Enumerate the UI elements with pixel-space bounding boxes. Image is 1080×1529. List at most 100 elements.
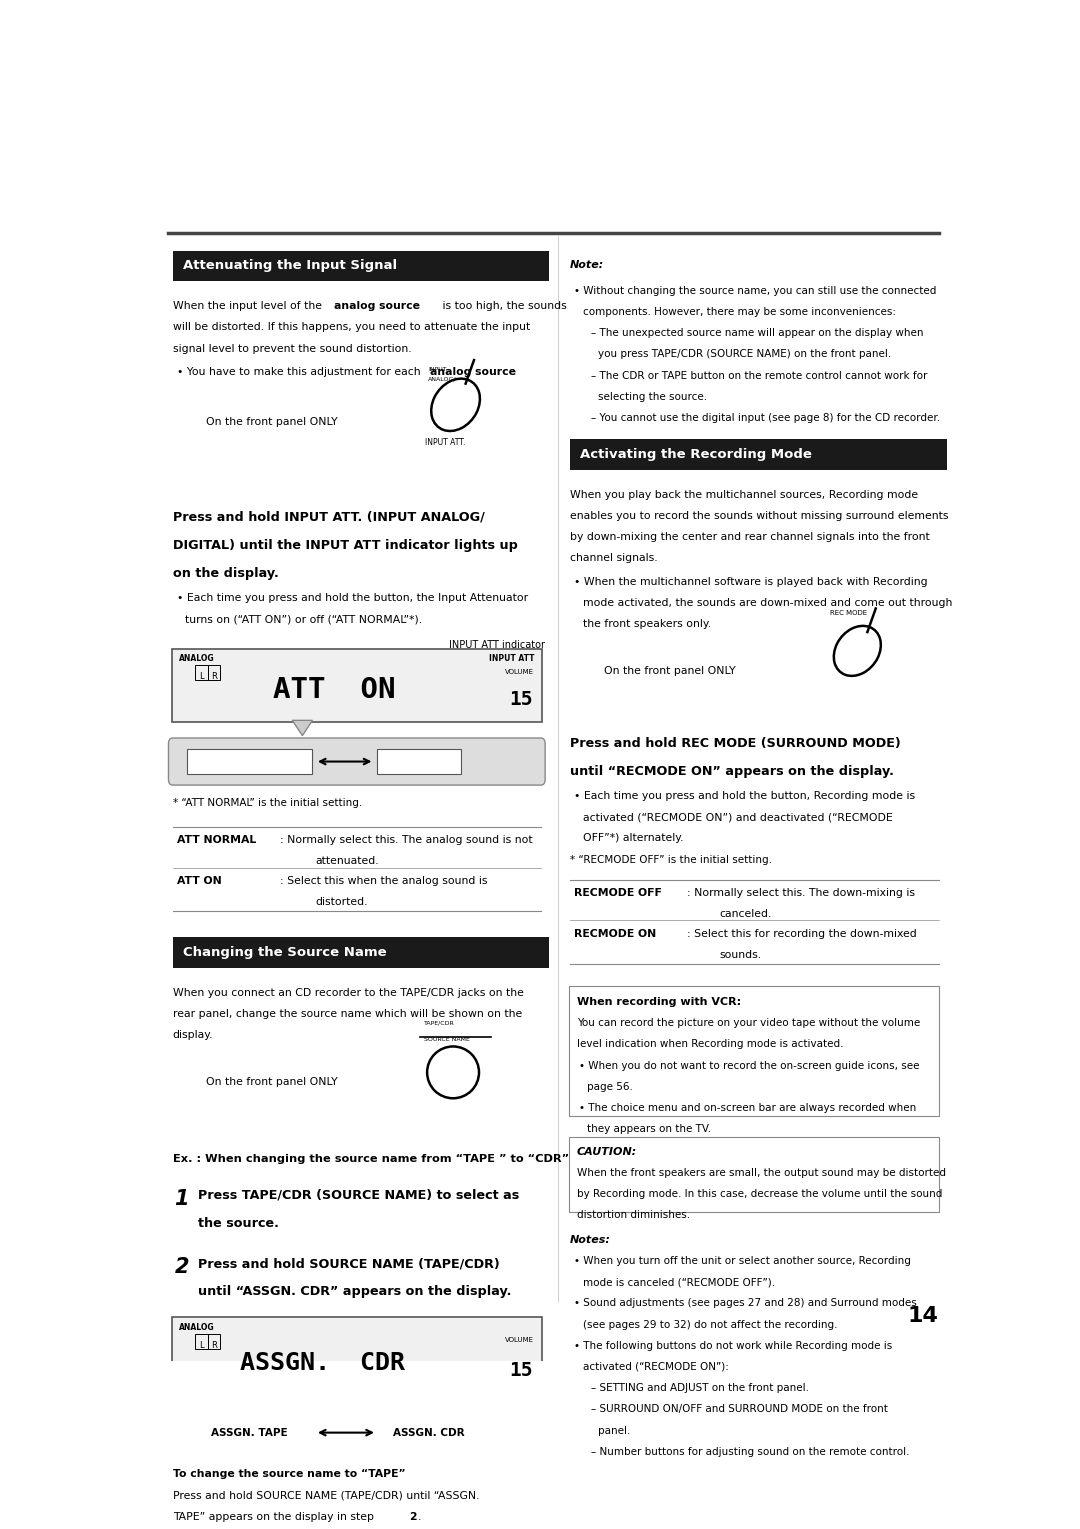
Text: channel signals.: channel signals.: [570, 553, 658, 563]
Text: – SETTING and ADJUST on the front panel.: – SETTING and ADJUST on the front panel.: [591, 1384, 809, 1393]
Text: ATT ON: ATT ON: [177, 876, 221, 885]
Polygon shape: [293, 720, 312, 735]
Text: * “RECMODE OFF” is the initial setting.: * “RECMODE OFF” is the initial setting.: [570, 855, 772, 864]
FancyBboxPatch shape: [379, 1420, 478, 1445]
Text: canceled.: canceled.: [719, 908, 771, 919]
FancyBboxPatch shape: [377, 749, 460, 775]
Text: INPUT ATT.: INPUT ATT.: [426, 437, 465, 446]
FancyBboxPatch shape: [569, 1138, 940, 1212]
Text: * “ATT NORMAL” is the initial setting.: * “ATT NORMAL” is the initial setting.: [173, 798, 362, 807]
Text: will be distorted. If this happens, you need to attenuate the input: will be distorted. If this happens, you …: [173, 323, 530, 332]
Text: .: .: [418, 1512, 421, 1521]
Text: • The following buttons do not work while Recording mode is: • The following buttons do not work whil…: [575, 1341, 893, 1350]
Text: – SURROUND ON/OFF and SURROUND MODE on the front: – SURROUND ON/OFF and SURROUND MODE on t…: [591, 1404, 888, 1414]
Text: • Each time you press and hold the button, the Input Attenuator: • Each time you press and hold the butto…: [177, 593, 528, 604]
Text: Changing the Source Name: Changing the Source Name: [183, 946, 387, 959]
Text: • The choice menu and on-screen bar are always recorded when: • The choice menu and on-screen bar are …: [579, 1102, 916, 1113]
Text: distorted.: distorted.: [315, 898, 367, 907]
Text: When you play back the multichannel sources, Recording mode: When you play back the multichannel sour…: [570, 489, 918, 500]
FancyBboxPatch shape: [172, 648, 542, 722]
Text: REC MODE: REC MODE: [829, 610, 867, 616]
Text: When you connect an CD recorder to the TAPE/CDR jacks on the: When you connect an CD recorder to the T…: [173, 988, 524, 997]
Text: • You have to make this adjustment for each: • You have to make this adjustment for e…: [177, 367, 424, 378]
Text: analog source: analog source: [430, 367, 515, 378]
FancyBboxPatch shape: [187, 1420, 312, 1445]
Text: RECMODE OFF: RECMODE OFF: [575, 887, 662, 898]
Text: mode activated, the sounds are down-mixed and come out through: mode activated, the sounds are down-mixe…: [583, 598, 953, 609]
Text: ANALOG: ANALOG: [179, 1323, 215, 1332]
Text: Note:: Note:: [570, 260, 605, 271]
Text: until “ASSGN. CDR” appears on the display.: until “ASSGN. CDR” appears on the displa…: [198, 1286, 511, 1298]
Text: ANALOG/: ANALOG/: [428, 376, 457, 381]
Text: L: L: [199, 673, 204, 680]
Text: 2: 2: [408, 1512, 416, 1521]
Text: panel.: panel.: [598, 1425, 631, 1436]
Text: attenuated.: attenuated.: [315, 856, 379, 865]
Text: DIGITAL) until the INPUT ATT indicator lights up: DIGITAL) until the INPUT ATT indicator l…: [173, 540, 517, 552]
Text: by Recording mode. In this case, decrease the volume until the sound: by Recording mode. In this case, decreas…: [577, 1190, 943, 1199]
Text: • Sound adjustments (see pages 27 and 28) and Surround modes: • Sound adjustments (see pages 27 and 28…: [575, 1298, 917, 1309]
Text: mode is canceled (“RECMODE OFF”).: mode is canceled (“RECMODE OFF”).: [583, 1277, 775, 1287]
Text: rear panel, change the source name which will be shown on the: rear panel, change the source name which…: [173, 1009, 522, 1018]
Text: On the front panel ONLY: On the front panel ONLY: [206, 416, 338, 427]
Text: TAPE/CDR: TAPE/CDR: [423, 1020, 455, 1026]
Text: activated (“RECMODE ON”) and deactivated (“RECMODE: activated (“RECMODE ON”) and deactivated…: [583, 812, 892, 823]
Text: Press and hold REC MODE (SURROUND MODE): Press and hold REC MODE (SURROUND MODE): [570, 737, 901, 749]
Text: ATT  ON: ATT ON: [273, 676, 395, 703]
Text: To change the source name to “TAPE”: To change the source name to “TAPE”: [173, 1469, 405, 1479]
Text: : Normally select this. The down-mixing is: : Normally select this. The down-mixing …: [688, 887, 916, 898]
Text: enables you to record the sounds without missing surround elements: enables you to record the sounds without…: [570, 511, 948, 521]
Text: the source.: the source.: [198, 1217, 279, 1231]
Text: (see pages 29 to 32) do not affect the recording.: (see pages 29 to 32) do not affect the r…: [583, 1320, 837, 1330]
Text: – Number buttons for adjusting sound on the remote control.: – Number buttons for adjusting sound on …: [591, 1446, 909, 1457]
Text: • When you turn off the unit or select another source, Recording: • When you turn off the unit or select a…: [575, 1255, 912, 1266]
Text: 15: 15: [509, 1361, 532, 1379]
Text: : Select this for recording the down-mixed: : Select this for recording the down-mix…: [688, 928, 917, 939]
Text: When the front speakers are small, the output sound may be distorted: When the front speakers are small, the o…: [577, 1168, 946, 1177]
Text: : Normally select this. The analog sound is not: : Normally select this. The analog sound…: [280, 835, 532, 844]
Text: CAUTION:: CAUTION:: [577, 1147, 637, 1156]
Text: turns on (“ATT ON”) or off (“ATT NORMAL”*).: turns on (“ATT ON”) or off (“ATT NORMAL”…: [186, 615, 422, 624]
FancyBboxPatch shape: [168, 1410, 545, 1456]
Text: 1: 1: [174, 1190, 189, 1209]
Text: You can record the picture on your video tape without the volume: You can record the picture on your video…: [577, 1018, 920, 1027]
Text: When recording with VCR:: When recording with VCR:: [577, 997, 741, 1008]
Text: they appears on the TV.: they appears on the TV.: [588, 1124, 711, 1135]
Text: Attenuating the Input Signal: Attenuating the Input Signal: [183, 260, 396, 272]
Text: selecting the source.: selecting the source.: [598, 391, 707, 402]
Text: is too high, the sounds: is too high, the sounds: [438, 301, 567, 312]
Text: you press TAPE/CDR (SOURCE NAME) on the front panel.: you press TAPE/CDR (SOURCE NAME) on the …: [598, 350, 891, 359]
Text: Press TAPE/CDR (SOURCE NAME) to select as: Press TAPE/CDR (SOURCE NAME) to select a…: [198, 1190, 519, 1202]
Text: INPUT ATT: INPUT ATT: [489, 654, 535, 664]
Text: 14: 14: [907, 1306, 939, 1326]
Text: • When the multichannel software is played back with Recording: • When the multichannel software is play…: [575, 576, 928, 587]
Text: • Each time you press and hold the button, Recording mode is: • Each time you press and hold the butto…: [575, 790, 916, 801]
Text: 2: 2: [174, 1257, 189, 1277]
Text: activated (“RECMODE ON”):: activated (“RECMODE ON”):: [583, 1362, 729, 1372]
Text: 15: 15: [509, 690, 532, 708]
Text: ANALOG: ANALOG: [179, 654, 215, 664]
FancyBboxPatch shape: [172, 1318, 542, 1393]
Text: display.: display.: [173, 1031, 213, 1040]
FancyBboxPatch shape: [569, 986, 940, 1116]
Text: on the display.: on the display.: [173, 567, 279, 581]
Text: R: R: [212, 1341, 217, 1350]
FancyBboxPatch shape: [187, 749, 312, 775]
Text: ATT NORMAL: ATT NORMAL: [210, 757, 291, 766]
Text: – The CDR or TAPE button on the remote control cannot work for: – The CDR or TAPE button on the remote c…: [591, 370, 928, 381]
Text: On the front panel ONLY: On the front panel ONLY: [604, 667, 735, 676]
Text: ATT ON: ATT ON: [395, 757, 442, 766]
Text: INPUT ATT indicator: INPUT ATT indicator: [449, 641, 545, 650]
Text: TAPE” appears on the display in step: TAPE” appears on the display in step: [173, 1512, 377, 1521]
FancyBboxPatch shape: [168, 739, 545, 784]
Text: sounds.: sounds.: [719, 950, 761, 960]
Text: VOLUME: VOLUME: [505, 1338, 535, 1344]
Text: Activating the Recording Mode: Activating the Recording Mode: [580, 448, 812, 460]
Text: SOURCE NAME: SOURCE NAME: [423, 1037, 470, 1043]
FancyBboxPatch shape: [570, 439, 947, 469]
Text: level indication when Recording mode is activated.: level indication when Recording mode is …: [577, 1040, 843, 1049]
Text: – You cannot use the digital input (see page 8) for the CD recorder.: – You cannot use the digital input (see …: [591, 413, 941, 424]
Text: R: R: [212, 673, 217, 680]
Text: • When you do not want to record the on-screen guide icons, see: • When you do not want to record the on-…: [579, 1061, 919, 1070]
Text: : Select this when the analog sound is: : Select this when the analog sound is: [280, 876, 487, 885]
